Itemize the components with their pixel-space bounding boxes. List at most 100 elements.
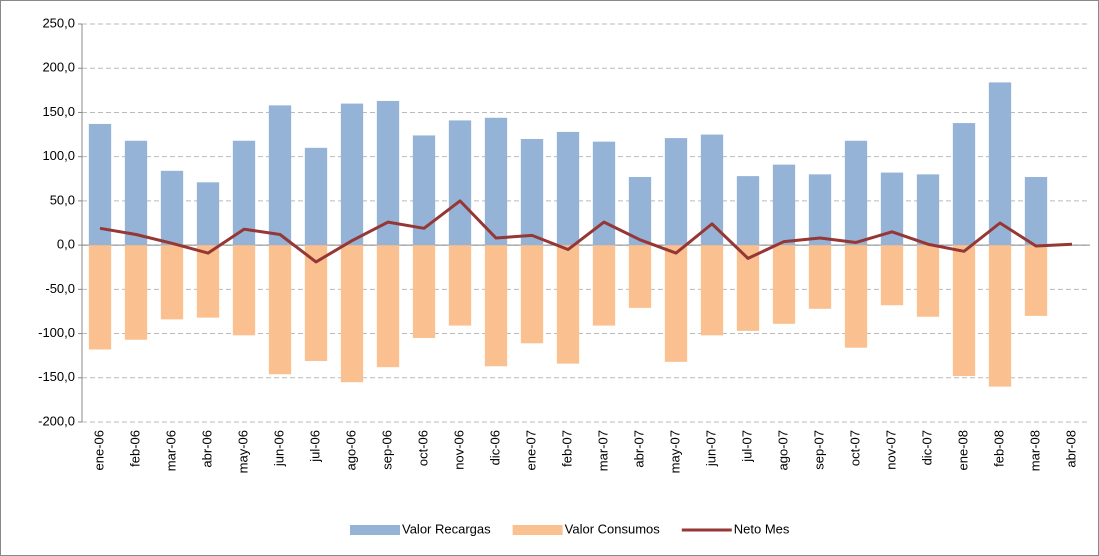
x-tick-label: jun-07 (703, 430, 718, 467)
bar (952, 245, 976, 377)
y-tick-label: 0,0 (57, 237, 75, 252)
y-tick-label: 200,0 (42, 60, 75, 75)
x-tick-label: abr-06 (199, 430, 214, 468)
legend-label: Valor Consumos (565, 521, 661, 536)
bar (268, 105, 292, 246)
x-tick-label: jul-07 (739, 430, 754, 463)
bar (592, 141, 616, 246)
bar (304, 245, 328, 361)
y-tick-label: -50,0 (45, 281, 75, 296)
bar (628, 245, 652, 308)
y-tick-label: -100,0 (38, 325, 75, 340)
bar (268, 245, 292, 375)
x-tick-label: ago-07 (775, 430, 790, 470)
bar (376, 100, 400, 246)
x-tick-label: nov-07 (883, 430, 898, 470)
bar (88, 245, 112, 350)
x-tick-label: mar-06 (163, 430, 178, 471)
bar (700, 245, 724, 336)
bar (304, 147, 328, 246)
legend-swatch (512, 525, 563, 535)
bar (592, 245, 616, 326)
x-tick-label: ago-06 (343, 430, 358, 470)
bar (232, 245, 256, 336)
bar (1024, 245, 1048, 316)
x-tick-label: dic-06 (487, 430, 502, 465)
y-tick-label: -150,0 (38, 369, 75, 384)
bar (124, 245, 148, 340)
bar (412, 245, 436, 338)
x-tick-label: feb-06 (127, 430, 142, 467)
x-tick-label: oct-06 (415, 430, 430, 466)
x-tick-label: nov-06 (451, 430, 466, 470)
bar (952, 123, 976, 246)
bar (844, 245, 868, 348)
bar (520, 138, 544, 246)
bar (736, 245, 760, 331)
bar (664, 138, 688, 246)
bar (664, 245, 688, 362)
bar (808, 174, 832, 246)
x-tick-label: oct-07 (847, 430, 862, 466)
bar (916, 245, 940, 317)
bar (376, 245, 400, 368)
y-tick-label: 100,0 (42, 148, 75, 163)
bar (484, 117, 508, 246)
bar (1024, 177, 1048, 246)
x-tick-label: abr-08 (1063, 430, 1078, 468)
bar (196, 245, 220, 318)
bar (988, 82, 1012, 246)
bar (484, 245, 508, 367)
bar (916, 174, 940, 246)
bar (124, 140, 148, 246)
bar (772, 245, 796, 324)
legend-swatch (350, 525, 400, 535)
x-tick-label: feb-08 (991, 430, 1006, 467)
x-tick-label: dic-07 (919, 430, 934, 465)
x-tick-label: abr-07 (631, 430, 646, 468)
bar (556, 131, 580, 246)
x-tick-label: ene-08 (955, 430, 970, 470)
bar (448, 120, 472, 246)
bar (880, 172, 904, 246)
x-tick-label: sep-07 (811, 430, 826, 470)
x-tick-label: jun-06 (271, 430, 286, 467)
x-tick-label: ene-07 (523, 430, 538, 470)
bar (232, 140, 256, 246)
y-tick-label: 150,0 (42, 104, 75, 119)
x-tick-label: mar-07 (595, 430, 610, 471)
y-tick-label: -200,0 (38, 413, 75, 428)
y-tick-label: 50,0 (50, 192, 75, 207)
x-tick-label: may-06 (235, 430, 250, 473)
bar (700, 134, 724, 246)
x-tick-label: ene-06 (91, 430, 106, 470)
bar (448, 245, 472, 326)
x-tick-label: mar-08 (1027, 430, 1042, 471)
bar (412, 135, 436, 246)
bar (556, 245, 580, 364)
bar (340, 103, 364, 246)
bar (196, 182, 220, 246)
bar (844, 140, 868, 246)
bar (736, 176, 760, 246)
bar (628, 177, 652, 246)
x-tick-label: sep-06 (379, 430, 394, 470)
bar (160, 245, 184, 320)
legend-label: Valor Recargas (402, 521, 491, 536)
y-tick-label: 250,0 (42, 15, 75, 30)
bar (88, 123, 112, 246)
bar (520, 245, 544, 344)
x-tick-label: feb-07 (559, 430, 574, 467)
bar (808, 245, 832, 309)
x-tick-label: jul-06 (307, 430, 322, 463)
bar (160, 170, 184, 246)
bar (340, 245, 364, 383)
line (99, 199, 1073, 264)
legend-label: Neto Mes (734, 521, 790, 536)
x-tick-label: may-07 (667, 430, 682, 473)
bar (772, 164, 796, 246)
bar (880, 245, 904, 306)
bar (988, 245, 1012, 387)
